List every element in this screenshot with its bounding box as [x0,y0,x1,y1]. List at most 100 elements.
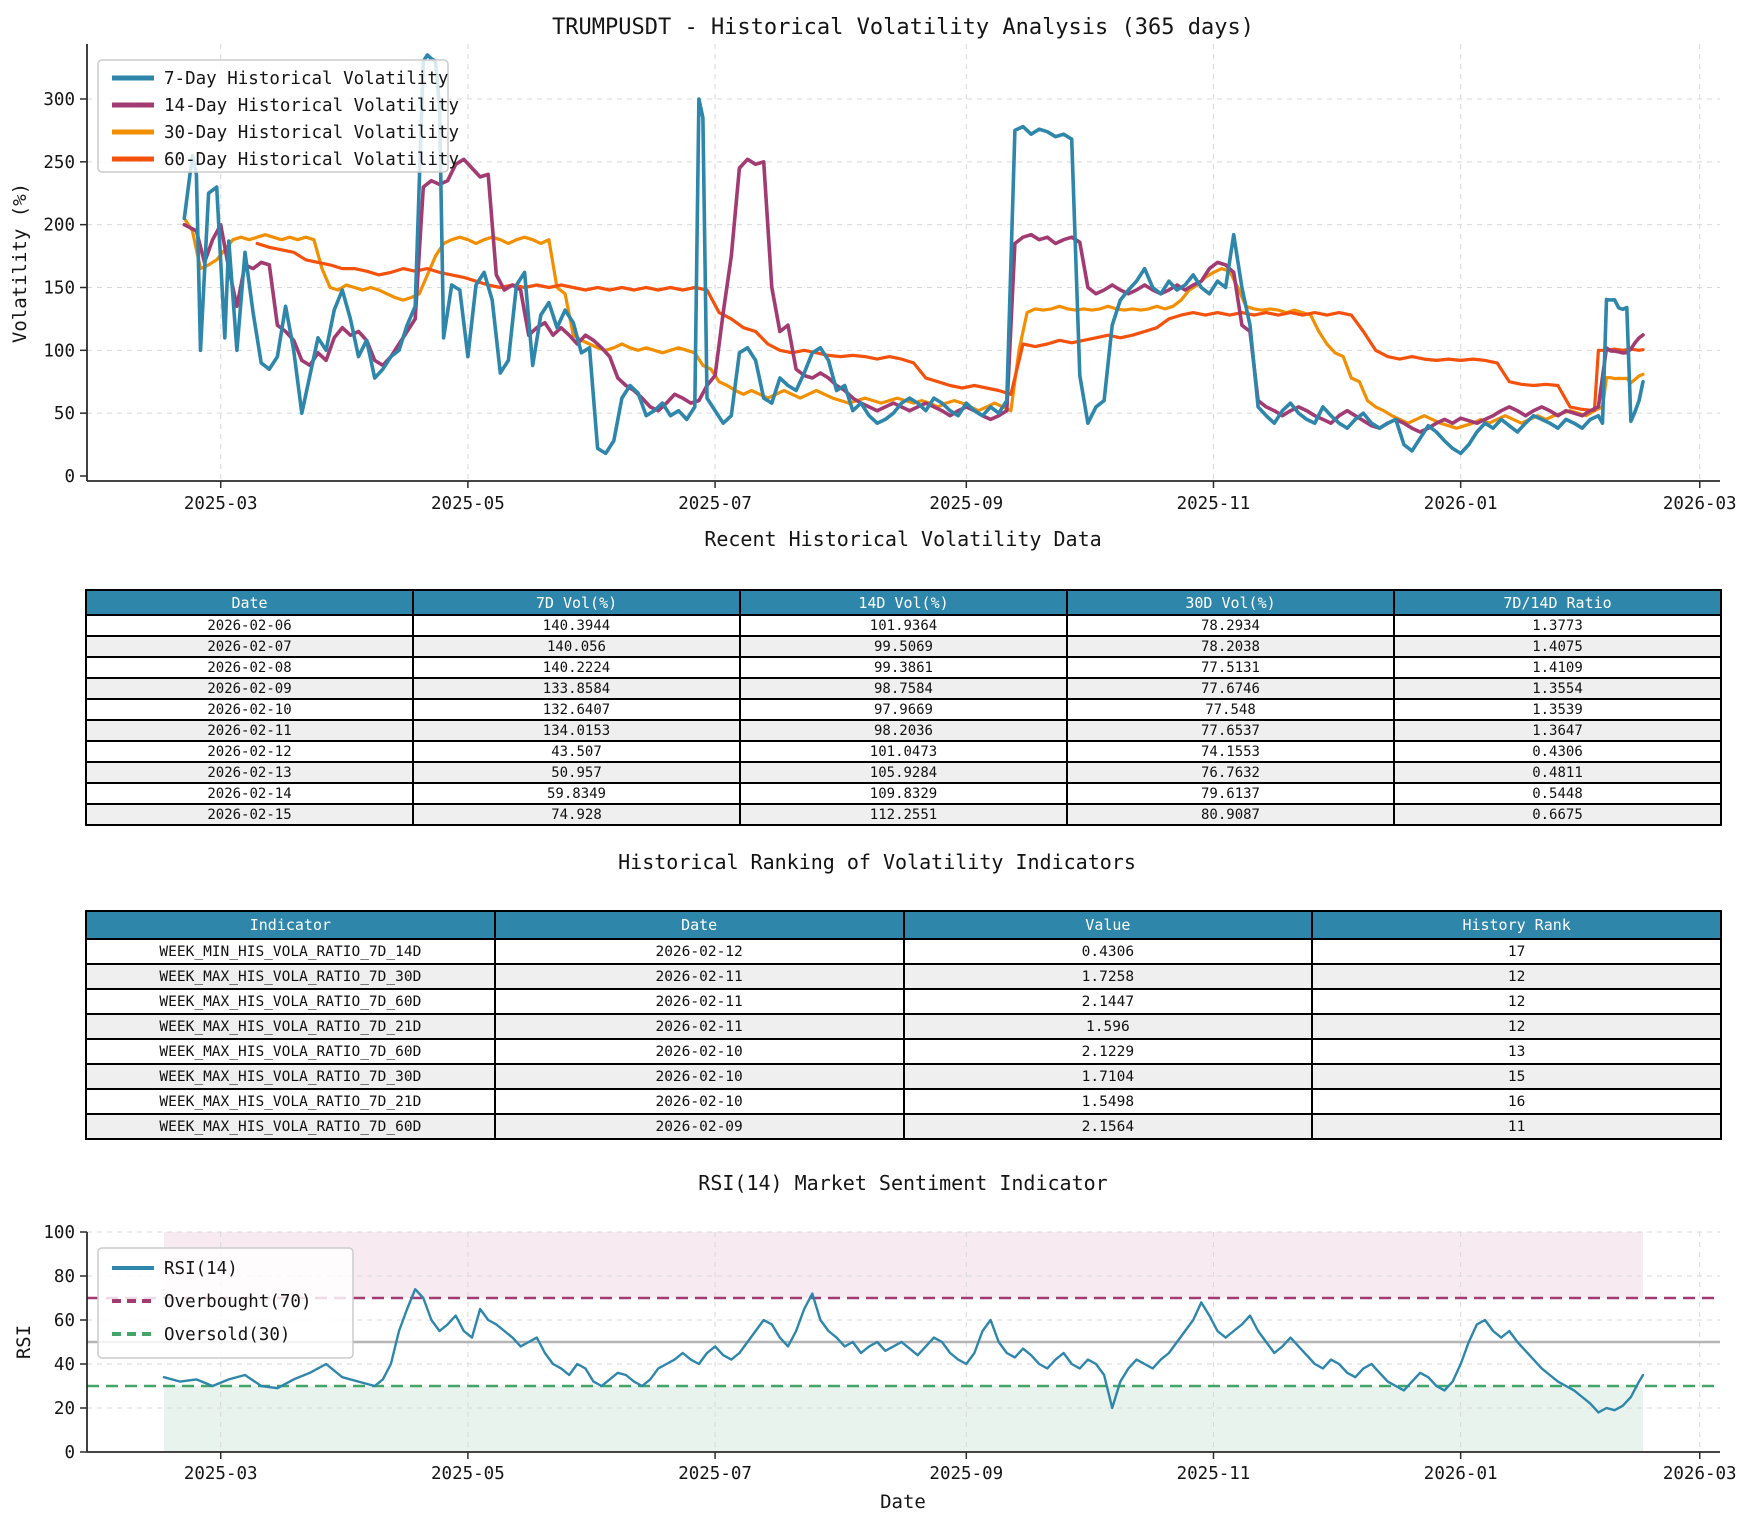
table-cell: 50.957 [413,762,740,783]
x-tick-label: 2026-03 [1663,494,1737,514]
table-cell: 78.2934 [1067,615,1394,636]
table-cell: 1.3647 [1394,720,1721,741]
table-cell: 1.3773 [1394,615,1721,636]
x-tick-label: 2025-11 [1177,494,1251,514]
y-tick-label: 200 [43,216,75,236]
ranking-table-title: Historical Ranking of Volatility Indicat… [0,850,1754,874]
table-row: 2026-02-1459.8349109.832979.61370.5448 [86,783,1721,804]
table-row: 2026-02-1243.507101.047374.15530.4306 [86,741,1721,762]
legend-label: 14-Day Historical Volatility [164,96,459,116]
volatility-y-axis-label: Volatility (%) [9,183,31,343]
volatility-chart: 0501001502002503002025-032025-052025-072… [0,0,1754,565]
table-row: 2026-02-07140.05699.506978.20381.4075 [86,636,1721,657]
table-cell: 2026-02-09 [86,678,413,699]
table-cell: WEEK_MAX_HIS_VOLA_RATIO_7D_60D [86,1039,495,1064]
table-cell: 2026-02-09 [495,1114,904,1139]
y-tick-label: 40 [54,1355,75,1375]
table-cell: 2.1447 [904,989,1313,1014]
table-row: 2026-02-1350.957105.928476.76320.4811 [86,762,1721,783]
table-cell: 1.3554 [1394,678,1721,699]
table-row: 2026-02-11134.015398.203677.65371.3647 [86,720,1721,741]
table-cell: 1.4109 [1394,657,1721,678]
table-cell: 0.5448 [1394,783,1721,804]
table-cell: 2026-02-10 [495,1039,904,1064]
column-header-date: Date [495,911,904,939]
legend-label: 30-Day Historical Volatility [164,123,459,143]
table-cell: 2026-02-06 [86,615,413,636]
table-cell: 74.928 [413,804,740,825]
y-tick-label: 100 [43,341,75,361]
x-tick-label: 2025-03 [184,494,258,514]
table-header-row: Indicator Date Value History Rank [86,911,1721,939]
vol-30d-line [184,218,1643,428]
legend-label: 60-Day Historical Volatility [164,150,459,170]
table-header-row: Date 7D Vol(%) 14D Vol(%) 30D Vol(%) 7D/… [86,590,1721,615]
table-cell: 0.4306 [904,939,1313,964]
ranking-table-header: Indicator Date Value History Rank [86,911,1721,939]
column-header-30d-vol: 30D Vol(%) [1067,590,1394,615]
rsi-y-axis-label: RSI [13,1325,35,1359]
x-tick-label: 2026-01 [1424,494,1498,514]
table-cell: 80.9087 [1067,804,1394,825]
column-header-7d-vol: 7D Vol(%) [413,590,740,615]
table-cell: 2026-02-11 [86,720,413,741]
recent-table-header: Date 7D Vol(%) 14D Vol(%) 30D Vol(%) 7D/… [86,590,1721,615]
table-row: WEEK_MAX_HIS_VOLA_RATIO_7D_30D2026-02-10… [86,1064,1721,1089]
table-cell: 13 [1312,1039,1721,1064]
x-tick-label: 2025-11 [1177,1464,1251,1484]
table-cell: 140.056 [413,636,740,657]
table-cell: WEEK_MAX_HIS_VOLA_RATIO_7D_30D [86,964,495,989]
column-header-value: Value [904,911,1313,939]
indicator-ranking-table: Indicator Date Value History Rank WEEK_M… [85,910,1722,1140]
table-cell: 2.1229 [904,1039,1313,1064]
y-tick-label: 50 [54,404,75,424]
table-cell: 2026-02-12 [495,939,904,964]
rsi-legend: RSI(14)Overbought(70)Oversold(30) [98,1248,353,1358]
table-cell: 101.9364 [740,615,1067,636]
y-tick-label: 250 [43,153,75,173]
table-cell: 74.1553 [1067,741,1394,762]
table-cell: 77.6746 [1067,678,1394,699]
table-cell: 140.2224 [413,657,740,678]
table-row: WEEK_MAX_HIS_VOLA_RATIO_7D_60D2026-02-10… [86,1039,1721,1064]
table-row: WEEK_MAX_HIS_VOLA_RATIO_7D_60D2026-02-11… [86,989,1721,1014]
table-cell: 1.3539 [1394,699,1721,720]
recent-volatility-table: Date 7D Vol(%) 14D Vol(%) 30D Vol(%) 7D/… [85,589,1722,826]
table-cell: 1.7258 [904,964,1313,989]
table-row: 2026-02-1574.928112.255180.90870.6675 [86,804,1721,825]
x-tick-label: 2026-03 [1663,1464,1737,1484]
table-cell: 2026-02-10 [495,1089,904,1114]
table-cell: 15 [1312,1064,1721,1089]
table-cell: WEEK_MAX_HIS_VOLA_RATIO_7D_60D [86,1114,495,1139]
column-header-7d-14d-ratio: 7D/14D Ratio [1394,590,1721,615]
x-tick-label: 2025-07 [678,494,752,514]
vol-14d-line [184,159,1643,432]
ranking-table-body: WEEK_MIN_HIS_VOLA_RATIO_7D_14D2026-02-12… [86,939,1721,1139]
legend-label: 7-Day Historical Volatility [164,69,448,89]
table-cell: 2026-02-11 [495,989,904,1014]
recent-table-title: Recent Historical Volatility Data [704,527,1101,551]
table-row: WEEK_MAX_HIS_VOLA_RATIO_7D_21D2026-02-11… [86,1014,1721,1039]
y-tick-label: 100 [43,1223,75,1243]
table-cell: 2026-02-10 [86,699,413,720]
table-row: 2026-02-08140.222499.386177.51311.4109 [86,657,1721,678]
column-header-14d-vol: 14D Vol(%) [740,590,1067,615]
table-cell: 11 [1312,1114,1721,1139]
table-cell: 16 [1312,1089,1721,1114]
table-cell: 0.4306 [1394,741,1721,762]
volatility-legend: 7-Day Historical Volatility 14-Day Histor… [98,60,459,172]
table-cell: 12 [1312,989,1721,1014]
table-cell: WEEK_MAX_HIS_VOLA_RATIO_7D_60D [86,989,495,1014]
table-cell: 97.9669 [740,699,1067,720]
table-cell: 99.5069 [740,636,1067,657]
table-cell: 2026-02-10 [495,1064,904,1089]
table-cell: 1.4075 [1394,636,1721,657]
table-cell: 133.8584 [413,678,740,699]
table-cell: 112.2551 [740,804,1067,825]
y-tick-label: 20 [54,1399,75,1419]
table-cell: 134.0153 [413,720,740,741]
table-cell: WEEK_MAX_HIS_VOLA_RATIO_7D_30D [86,1064,495,1089]
x-tick-label: 2025-07 [678,1464,752,1484]
column-header-date: Date [86,590,413,615]
table-cell: 2026-02-15 [86,804,413,825]
